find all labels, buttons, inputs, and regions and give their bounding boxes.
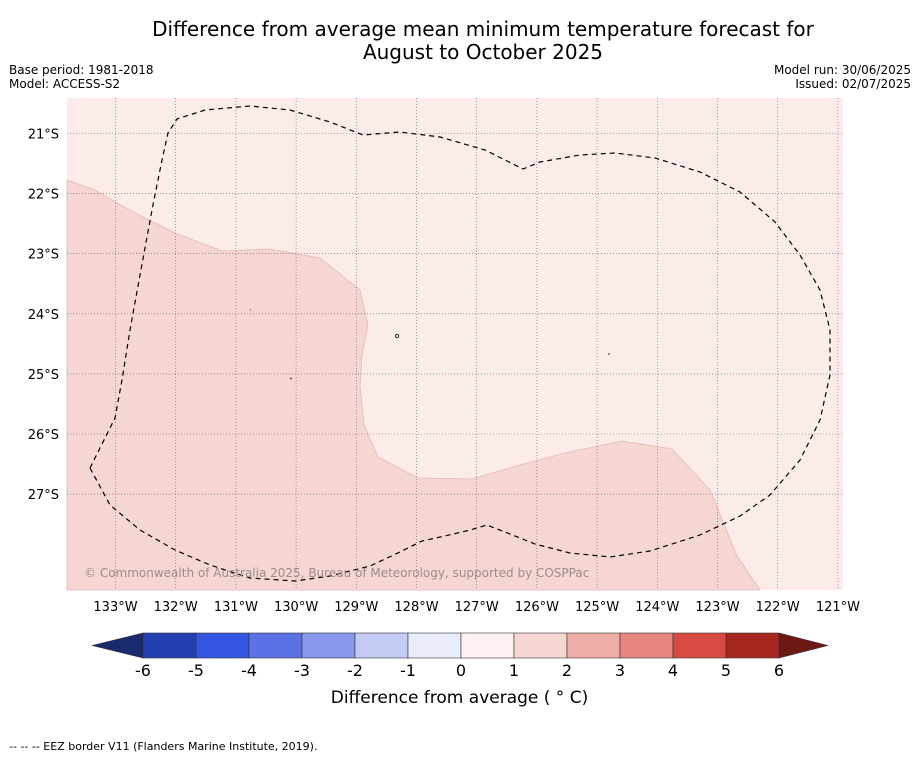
colorbar-tick-label: 0 [456,661,466,680]
colorbar-tick-label: 5 [721,661,731,680]
colorbar-tick-label: 1 [509,661,519,680]
title-line-1: Difference from average mean minimum tem… [152,17,814,41]
colorbar-bin [566,632,621,659]
colorbar-tick-label: 3 [615,661,625,680]
latitude-label: 23°S [28,248,59,263]
colorbar-tick-label: 4 [668,661,678,680]
map-gridlines [67,98,843,590]
colorbar-extend-high [778,632,829,659]
colorbar-bin [513,632,568,659]
colorbar-tick-label: 6 [774,661,784,680]
longitude-label: 132°W [154,600,198,615]
colorbar-bin [725,632,780,659]
latitude-label: 24°S [28,308,59,323]
anomaly-region-1-2 [66,179,761,591]
longitude-label: 129°W [334,600,378,615]
eez-border-line [89,105,831,582]
colorbar-tick-label: -3 [294,661,310,680]
longitude-label: 122°W [756,600,800,615]
colorbar-bin [354,632,409,659]
colorbar-bin [142,632,197,659]
colorbar-bin [248,632,303,659]
longitude-label: 131°W [214,600,258,615]
longitude-label: 133°W [93,600,137,615]
latitude-label: 25°S [28,368,59,383]
longitude-label: 126°W [515,600,559,615]
latitude-label: 21°S [28,128,59,143]
colorbar-tick-label: -2 [347,661,363,680]
colorbar: -6 -5 -4 -3 -2 -1 0 1 2 3 4 5 6 [91,632,829,680]
island-marks [250,309,610,380]
latitude-label: 27°S [28,488,59,503]
page-title: Difference from average mean minimum tem… [0,18,919,64]
base-period-text: Base period: 1981-2018 [9,63,154,77]
colorbar-tick-label: -4 [241,661,257,680]
colorbar-bin [407,632,462,659]
eez-footnote: -- -- -- EEZ border V11 (Flanders Marine… [9,740,318,753]
colorbar-extend-low [91,632,144,659]
colorbar-tick-label: -5 [188,661,204,680]
longitude-label: 128°W [394,600,438,615]
colorbar-tick-label: -6 [135,661,151,680]
colorbar-bin [301,632,356,659]
longitude-label: 124°W [635,600,679,615]
model-run-text: Model run: 30/06/2025 [773,63,911,77]
longitude-label: 130°W [274,600,318,615]
colorbar-tick-label: -1 [400,661,416,680]
latitude-labels: 21°S 22°S 23°S 24°S 25°S 26°S 27°S [28,128,59,504]
latitude-label: 26°S [28,428,59,443]
issued-text: Issued: 02/07/2025 [795,77,911,91]
longitude-label: 123°W [695,600,739,615]
title-line-2: August to October 2025 [362,40,604,64]
colorbar-bin [619,632,674,659]
colorbar-tick-label: 2 [562,661,572,680]
forecast-map: © Commonwealth of Australia 2025, Bureau… [28,98,860,615]
meta-left: Base period: 1981-2018 Model: ACCESS-S2 [9,63,154,91]
colorbar-label: Difference from average ( ° C) [330,688,589,708]
colorbar-bin [460,632,515,659]
colorbar-bin [672,632,727,659]
longitude-label: 121°W [816,600,860,615]
island-mark [289,377,293,380]
copyright-text: © Commonwealth of Australia 2025, Bureau… [84,566,589,580]
model-text: Model: ACCESS-S2 [9,77,121,91]
longitude-label: 125°W [575,600,619,615]
longitude-labels: 133°W 132°W 131°W 130°W 129°W 128°W 127°W 126°W… [93,600,860,615]
longitude-label: 127°W [455,600,499,615]
latitude-label: 22°S [28,188,59,203]
meta-right: Model run: 30/06/2025 Issued: 02/07/2025 [774,63,911,91]
colorbar-bin [195,632,250,659]
island-mark [394,333,400,339]
